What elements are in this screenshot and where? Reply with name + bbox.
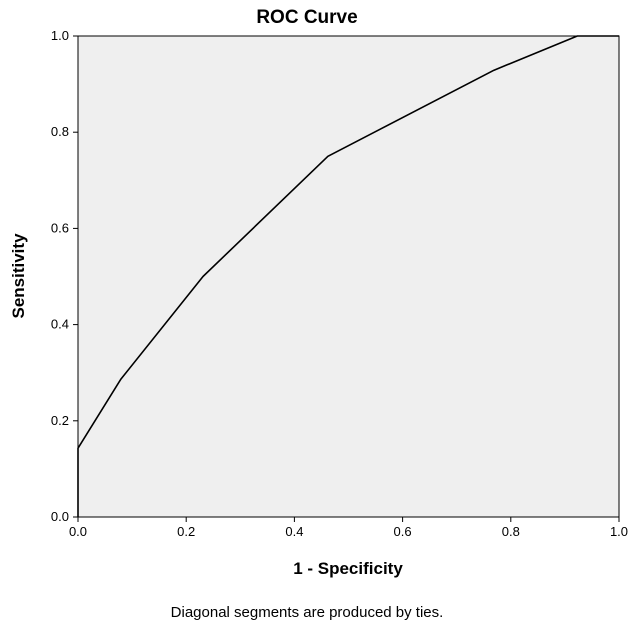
y-tick-label: 0.0	[51, 509, 69, 524]
x-tick-label: 0.8	[502, 524, 520, 539]
x-tick-label: 1.0	[610, 524, 628, 539]
x-tick-label: 0.2	[177, 524, 195, 539]
plot-area	[77, 35, 620, 518]
chart-title: ROC Curve	[256, 7, 357, 28]
series-group	[77, 35, 619, 517]
x-tick-label: 0.6	[394, 524, 412, 539]
x-tick-label: 0.0	[69, 524, 87, 539]
x-axis: 0.0 0.2 0.4 0.6 0.8 1.0	[69, 517, 628, 539]
y-tick-label: 0.4	[51, 317, 69, 332]
y-tick-label: 0.8	[51, 124, 69, 139]
y-tick-label: 0.2	[51, 413, 69, 428]
x-tick-label: 0.4	[285, 524, 303, 539]
y-tick-label: 1.0	[51, 28, 69, 43]
y-axis-title: Sensitivity	[9, 233, 28, 319]
y-axis: 0.0 0.2 0.4 0.6 0.8 1.0	[51, 28, 78, 524]
footnote: Diagonal segments are produced by ties.	[171, 604, 444, 621]
x-axis-title: 1 - Specificity	[293, 559, 403, 578]
roc-curve-line	[77, 35, 619, 517]
y-tick-label: 0.6	[51, 220, 69, 235]
